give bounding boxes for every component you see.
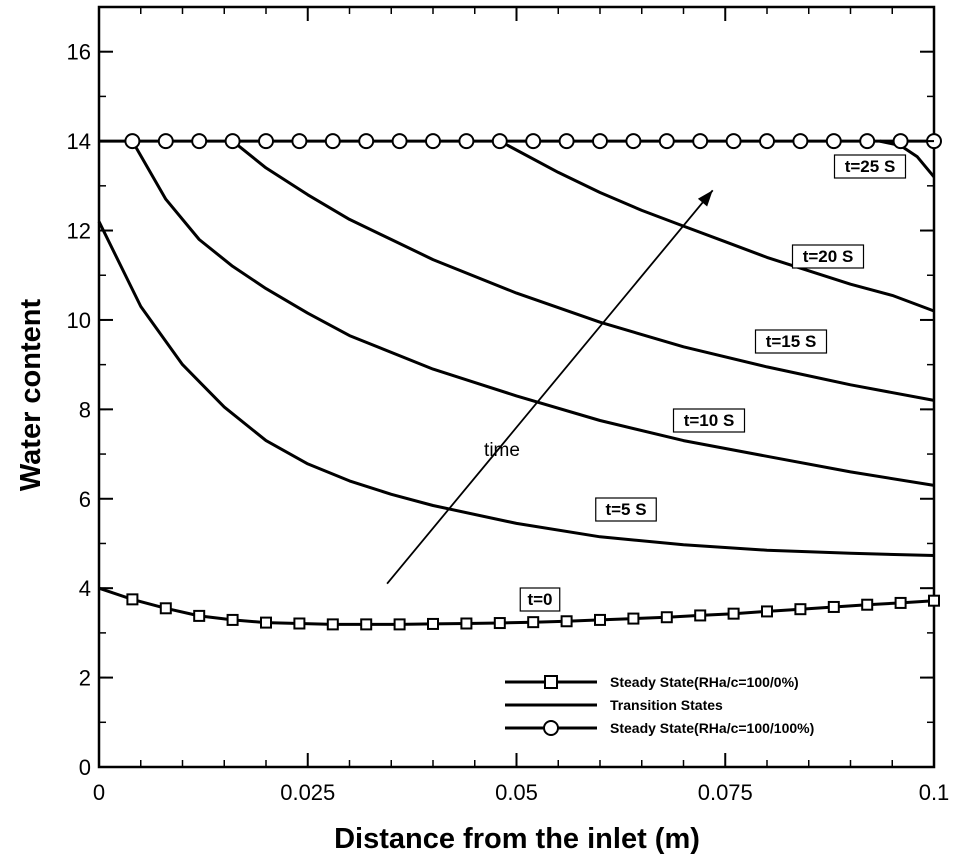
- time-annotation: time: [386, 189, 714, 585]
- y-tick-label: 2: [79, 666, 91, 691]
- circle-marker: [658, 133, 675, 150]
- square-marker: [226, 613, 239, 626]
- circle-marker: [291, 133, 308, 150]
- circle-marker: [558, 133, 575, 150]
- square-marker: [360, 618, 373, 631]
- circle-marker: [525, 133, 542, 150]
- square-marker: [594, 613, 606, 626]
- circle-marker: [792, 133, 809, 150]
- y-tick-label: 10: [67, 308, 91, 333]
- square-marker: [159, 602, 172, 615]
- y-axis-title: Water content: [15, 299, 47, 492]
- y-tick-label: 8: [79, 397, 91, 422]
- circle-marker: [458, 133, 475, 150]
- legend-label: Steady State(RHa/c=100/0%): [610, 674, 799, 690]
- circle-marker: [592, 133, 608, 150]
- curve-labels: t=0 t=5 S t=10 S t=15 S t=20 S t=25 S: [519, 154, 907, 612]
- circle-marker: [391, 133, 408, 150]
- curve-label-box: [754, 329, 828, 354]
- square-marker: [493, 617, 506, 630]
- curve-label-box: [791, 244, 865, 269]
- square-marker: [861, 598, 874, 611]
- circle-marker: [358, 133, 375, 150]
- curve-label-box: [672, 408, 746, 433]
- square-marker: [193, 609, 206, 622]
- y-tick-label: 6: [79, 487, 91, 512]
- circle-marker: [692, 133, 709, 150]
- square-marker: [293, 617, 306, 630]
- circle-marker: [224, 133, 241, 150]
- curve-label: t=20 S: [803, 247, 854, 266]
- x-tick-label: 0.025: [280, 780, 335, 805]
- legend-circle-marker: [543, 720, 559, 736]
- square-marker: [527, 616, 540, 629]
- curve-label: t=10 S: [684, 411, 735, 430]
- circle-marker: [324, 133, 341, 150]
- time-arrow-head: [697, 190, 713, 207]
- x-tick-label: 0.05: [495, 780, 538, 805]
- circle-marker: [825, 133, 842, 150]
- circle-marker: [491, 133, 508, 150]
- x-tick-label: 0.075: [698, 780, 753, 805]
- circle-marker: [124, 133, 141, 150]
- circle-marker: [157, 133, 174, 150]
- curve-label: t=0: [527, 590, 552, 609]
- curve-label: t=5 S: [605, 500, 646, 519]
- x-tick-label: 0.1: [919, 780, 950, 805]
- legend-label: Transition States: [610, 697, 723, 713]
- square-marker: [560, 615, 573, 628]
- series-line-3: [231, 139, 935, 402]
- square-marker: [727, 607, 740, 620]
- y-tick-label: 4: [79, 576, 91, 601]
- curve-label-box: [595, 497, 657, 522]
- square-marker: [928, 594, 940, 607]
- curve-label-box: [519, 587, 561, 612]
- square-marker: [260, 616, 272, 629]
- square-marker: [126, 593, 139, 606]
- plot-area: [97, 5, 942, 769]
- curve-label: t=15 S: [766, 332, 817, 351]
- square-marker: [627, 612, 640, 625]
- circle-marker: [625, 133, 642, 150]
- x-tick-label: 0: [93, 780, 105, 805]
- circle-marker: [425, 133, 441, 150]
- plot-frame: [97, 5, 936, 769]
- time-arrow-line: [386, 189, 714, 585]
- series-line-1: [97, 220, 935, 557]
- series-line-4: [499, 139, 935, 313]
- square-marker: [827, 600, 840, 613]
- square-marker: [427, 617, 439, 630]
- circle-marker: [759, 133, 775, 150]
- legend-label: Steady State(RHa/c=100/100%): [610, 720, 814, 736]
- series-line-2: [131, 140, 935, 487]
- square-marker: [694, 609, 707, 622]
- square-marker: [660, 611, 673, 624]
- series-line-5: [879, 139, 936, 178]
- axis-ticks: 0 0.025 0.05 0.075 0.1 0 2 4 6 8 10 12 14 16: [67, 6, 950, 805]
- circle-marker: [258, 133, 274, 150]
- square-marker: [894, 596, 907, 609]
- series-line-0: [98, 586, 935, 626]
- circle-marker: [859, 133, 876, 150]
- curve-label: t=25 S: [845, 157, 896, 176]
- square-marker: [761, 605, 773, 618]
- time-arrow-label: time: [484, 440, 520, 461]
- y-tick-label: 16: [67, 40, 91, 65]
- square-marker: [326, 618, 339, 631]
- curve-label-box: [833, 154, 907, 179]
- y-tick-label: 14: [67, 129, 91, 154]
- circle-marker: [191, 133, 208, 150]
- circle-marker: [892, 133, 909, 150]
- x-axis-title: Distance from the inlet (m): [334, 823, 700, 855]
- circle-marker: [725, 133, 742, 150]
- square-marker: [794, 603, 807, 616]
- square-marker: [460, 617, 473, 630]
- square-marker: [393, 618, 406, 631]
- y-tick-label: 0: [79, 755, 91, 780]
- legend: Steady State(RHa/c=100/0%) Transition Sta…: [505, 674, 814, 736]
- y-tick-label: 12: [67, 219, 91, 244]
- legend-square-marker: [544, 675, 558, 689]
